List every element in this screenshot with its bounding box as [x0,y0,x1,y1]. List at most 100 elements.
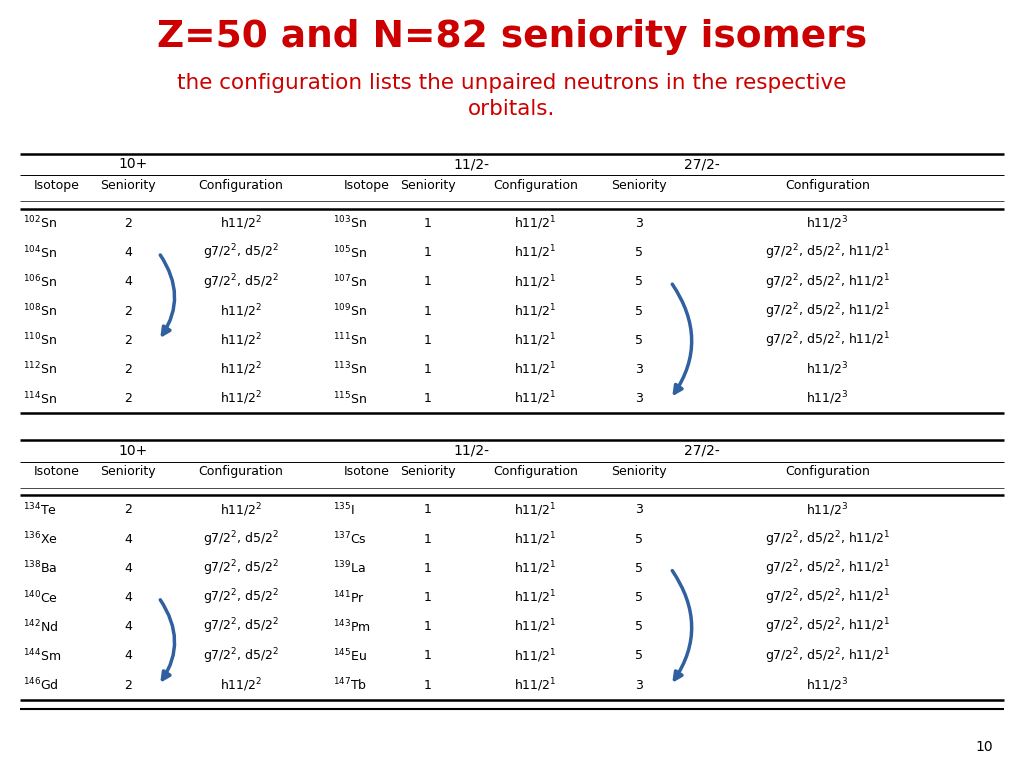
Text: Seniority: Seniority [100,465,156,478]
Text: $^{108}$Sn: $^{108}$Sn [23,303,56,319]
Text: $^{141}$Pr: $^{141}$Pr [333,589,365,606]
Text: h11/2$^{1}$: h11/2$^{1}$ [514,647,557,664]
Text: 1: 1 [424,562,432,574]
Text: the configuration lists the unpaired neutrons in the respective
orbitals.: the configuration lists the unpaired neu… [177,73,847,118]
Text: g7/2$^{2}$, d5/2$^{2}$: g7/2$^{2}$, d5/2$^{2}$ [203,243,279,263]
Text: Configuration: Configuration [199,465,283,478]
Text: Configuration: Configuration [785,465,869,478]
Text: $^{110}$Sn: $^{110}$Sn [23,332,56,349]
Text: 4: 4 [124,533,132,545]
Text: 4: 4 [124,562,132,574]
Text: 1: 1 [424,363,432,376]
Text: 10+: 10+ [119,157,147,171]
Text: $^{112}$Sn: $^{112}$Sn [23,361,56,378]
Text: h11/2$^{3}$: h11/2$^{3}$ [806,390,849,407]
Text: $^{137}$Cs: $^{137}$Cs [333,531,367,548]
Text: $^{104}$Sn: $^{104}$Sn [23,244,56,261]
Text: 2: 2 [124,504,132,516]
Text: g7/2$^{2}$, d5/2$^{2}$, h11/2$^{1}$: g7/2$^{2}$, d5/2$^{2}$, h11/2$^{1}$ [765,646,890,666]
Text: h11/2$^{1}$: h11/2$^{1}$ [514,244,557,261]
Text: g7/2$^{2}$, d5/2$^{2}$: g7/2$^{2}$, d5/2$^{2}$ [203,529,279,549]
Text: 5: 5 [635,276,643,288]
Text: 5: 5 [635,533,643,545]
Text: Configuration: Configuration [494,465,578,478]
Text: h11/2$^{1}$: h11/2$^{1}$ [514,361,557,378]
Text: $^{147}$Tb: $^{147}$Tb [333,677,367,694]
Text: 10: 10 [976,740,993,754]
Text: $^{136}$Xe: $^{136}$Xe [23,531,57,548]
Text: 4: 4 [124,621,132,633]
Text: h11/2$^{2}$: h11/2$^{2}$ [219,303,262,319]
Text: 1: 1 [424,392,432,405]
Text: Seniority: Seniority [400,179,456,191]
Text: 4: 4 [124,591,132,604]
Text: 11/2-: 11/2- [453,157,489,171]
Text: h11/2$^{1}$: h11/2$^{1}$ [514,502,557,518]
Text: g7/2$^{2}$, d5/2$^{2}$: g7/2$^{2}$, d5/2$^{2}$ [203,617,279,637]
Text: $^{144}$Sm: $^{144}$Sm [23,647,60,664]
Text: h11/2$^{1}$: h11/2$^{1}$ [514,273,557,290]
Text: g7/2$^{2}$, d5/2$^{2}$, h11/2$^{1}$: g7/2$^{2}$, d5/2$^{2}$, h11/2$^{1}$ [765,272,890,292]
Text: h11/2$^{2}$: h11/2$^{2}$ [219,332,262,349]
Text: g7/2$^{2}$, d5/2$^{2}$: g7/2$^{2}$, d5/2$^{2}$ [203,558,279,578]
Text: h11/2$^{2}$: h11/2$^{2}$ [219,502,262,518]
Text: $^{139}$La: $^{139}$La [333,560,366,577]
Text: h11/2$^{1}$: h11/2$^{1}$ [514,531,557,548]
Text: $^{105}$Sn: $^{105}$Sn [333,244,367,261]
Text: $^{111}$Sn: $^{111}$Sn [333,332,367,349]
Text: $^{135}$I: $^{135}$I [333,502,354,518]
Text: h11/2$^{1}$: h11/2$^{1}$ [514,677,557,694]
Text: h11/2$^{3}$: h11/2$^{3}$ [806,502,849,518]
Text: $^{106}$Sn: $^{106}$Sn [23,273,56,290]
Text: h11/2$^{3}$: h11/2$^{3}$ [806,215,849,232]
Text: 1: 1 [424,305,432,317]
Text: $^{146}$Gd: $^{146}$Gd [23,677,58,694]
Text: g7/2$^{2}$, d5/2$^{2}$: g7/2$^{2}$, d5/2$^{2}$ [203,646,279,666]
Text: 5: 5 [635,650,643,662]
Text: 5: 5 [635,621,643,633]
Text: $^{143}$Pm: $^{143}$Pm [333,618,371,635]
Text: 1: 1 [424,247,432,259]
Text: g7/2$^{2}$, d5/2$^{2}$: g7/2$^{2}$, d5/2$^{2}$ [203,272,279,292]
Text: $^{138}$Ba: $^{138}$Ba [23,560,57,577]
Text: 2: 2 [124,392,132,405]
Text: $^{114}$Sn: $^{114}$Sn [23,390,56,407]
Text: $^{115}$Sn: $^{115}$Sn [333,390,367,407]
Text: 1: 1 [424,504,432,516]
Text: 3: 3 [635,679,643,691]
Text: 2: 2 [124,679,132,691]
Text: Configuration: Configuration [785,179,869,191]
Text: $^{140}$Ce: $^{140}$Ce [23,589,57,606]
Text: Configuration: Configuration [494,179,578,191]
Text: 1: 1 [424,679,432,691]
Text: g7/2$^{2}$, d5/2$^{2}$, h11/2$^{1}$: g7/2$^{2}$, d5/2$^{2}$, h11/2$^{1}$ [765,588,890,607]
Text: 27/2-: 27/2- [684,444,719,458]
Text: 2: 2 [124,217,132,230]
Text: 1: 1 [424,334,432,346]
Text: $^{134}$Te: $^{134}$Te [23,502,56,518]
Text: Isotope: Isotope [34,179,79,191]
Text: Isotone: Isotone [34,465,79,478]
Text: 5: 5 [635,247,643,259]
Text: h11/2$^{2}$: h11/2$^{2}$ [219,361,262,378]
Text: 3: 3 [635,363,643,376]
Text: Isotope: Isotope [344,179,389,191]
Text: 1: 1 [424,533,432,545]
Text: g7/2$^{2}$, d5/2$^{2}$: g7/2$^{2}$, d5/2$^{2}$ [203,588,279,607]
Text: 4: 4 [124,247,132,259]
Text: $^{103}$Sn: $^{103}$Sn [333,215,367,232]
Text: 1: 1 [424,217,432,230]
Text: Seniority: Seniority [100,179,156,191]
Text: h11/2$^{2}$: h11/2$^{2}$ [219,677,262,694]
Text: g7/2$^{2}$, d5/2$^{2}$, h11/2$^{1}$: g7/2$^{2}$, d5/2$^{2}$, h11/2$^{1}$ [765,617,890,637]
Text: h11/2$^{1}$: h11/2$^{1}$ [514,215,557,232]
Text: $^{109}$Sn: $^{109}$Sn [333,303,367,319]
Text: Seniority: Seniority [611,179,667,191]
Text: 3: 3 [635,504,643,516]
Text: g7/2$^{2}$, d5/2$^{2}$, h11/2$^{1}$: g7/2$^{2}$, d5/2$^{2}$, h11/2$^{1}$ [765,243,890,263]
Text: 1: 1 [424,650,432,662]
Text: Seniority: Seniority [611,465,667,478]
Text: g7/2$^{2}$, d5/2$^{2}$, h11/2$^{1}$: g7/2$^{2}$, d5/2$^{2}$, h11/2$^{1}$ [765,558,890,578]
Text: 4: 4 [124,276,132,288]
Text: Configuration: Configuration [199,179,283,191]
